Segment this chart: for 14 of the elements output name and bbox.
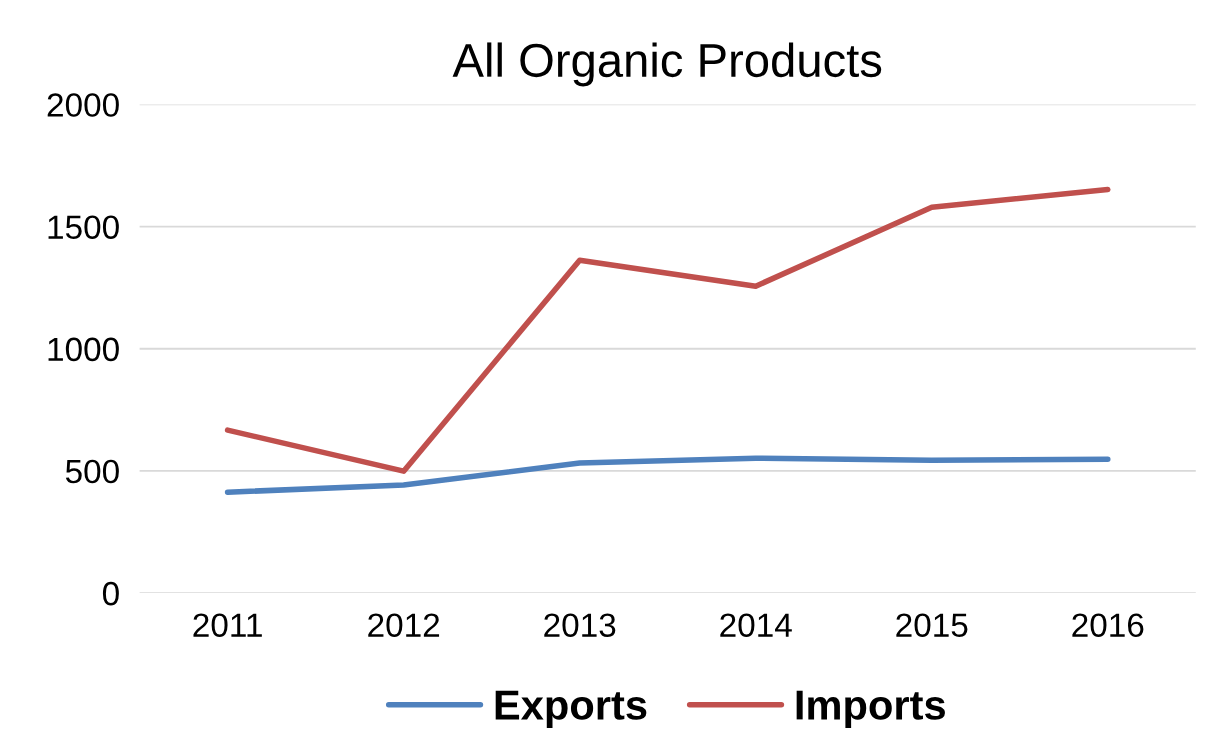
legend-label: Imports bbox=[796, 690, 945, 729]
y-tick-label: 2000 bbox=[47, 93, 119, 117]
chart-title: All Organic Products bbox=[452, 42, 882, 87]
x-tick-label: 2012 bbox=[368, 613, 440, 637]
x-tick-label: 2015 bbox=[896, 613, 968, 637]
y-tick-label: 0 bbox=[102, 581, 119, 606]
y-tick-label: 1500 bbox=[48, 215, 119, 239]
legend-label: Exports bbox=[495, 690, 647, 729]
x-tick-label: 2011 bbox=[193, 613, 262, 637]
x-tick-label: 2014 bbox=[720, 613, 792, 637]
y-tick-label: 1000 bbox=[48, 337, 119, 362]
x-tick-label: 2016 bbox=[1072, 613, 1144, 637]
x-tick-label: 2013 bbox=[544, 613, 616, 637]
y-tick-label: 500 bbox=[65, 459, 119, 484]
